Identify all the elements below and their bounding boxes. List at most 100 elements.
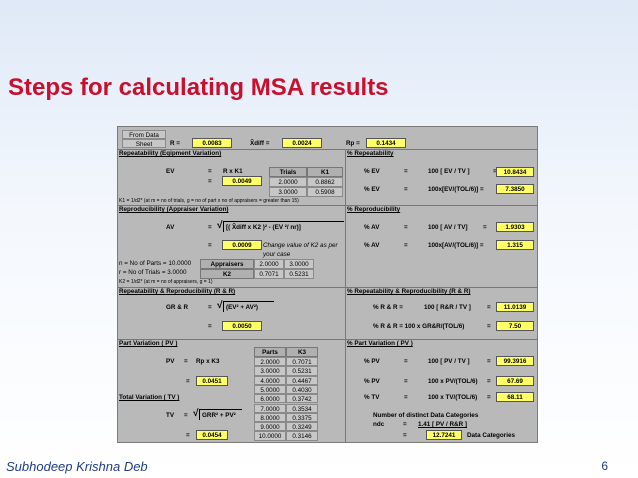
n-parts-line: n = No of Parts = 10.0000 bbox=[119, 260, 192, 267]
pv-table-cell: 4.0000 bbox=[254, 375, 286, 385]
pv-table-cell: 0.4030 bbox=[286, 384, 318, 395]
pct-pv-tol-value: 67.69 bbox=[496, 376, 534, 386]
pct-tv-eq: = bbox=[404, 394, 408, 401]
xdiff-label: X̃diff = bbox=[250, 140, 270, 147]
pct-pv-formula: 100 [ PV / TV ] bbox=[428, 358, 470, 365]
ev-label: EV bbox=[166, 168, 175, 175]
tv-label: TV bbox=[166, 412, 175, 419]
pct-pv-tol-eq: = bbox=[404, 378, 408, 385]
tv-eq: = bbox=[184, 412, 188, 419]
pct-av-tol-eq: = bbox=[404, 242, 408, 249]
pv-table-cell: 0.3146 bbox=[286, 431, 318, 441]
pct-av-eq: = bbox=[404, 224, 408, 231]
pv-table-cell: 0.3249 bbox=[286, 422, 318, 432]
av-label: AV bbox=[166, 224, 175, 231]
pv-table-cell: 0.7071 bbox=[286, 357, 318, 367]
pct-tv-value: 68.11 bbox=[496, 392, 534, 402]
sqrt-bar bbox=[223, 301, 274, 312]
av-formula: [( X̃diff x K2 )² - (EV ²/ nr)] bbox=[226, 224, 301, 231]
k2-definition: K2 = 1/d2* (at m = no of appraisers, g =… bbox=[119, 279, 213, 285]
pct-grr-title: % Repeatability & Reproducibility (R & R… bbox=[347, 288, 471, 295]
pct-av-value: 1.9303 bbox=[496, 222, 534, 232]
pct-av-eq2: = bbox=[483, 224, 487, 231]
pv-table-cell: 0.4467 bbox=[286, 375, 318, 385]
pct-grr-tol-value: 7.50 bbox=[496, 321, 534, 331]
pct-ev-tol-eq: = bbox=[404, 186, 408, 193]
column-divider bbox=[345, 149, 346, 442]
pv-table-cell: 0.5231 bbox=[286, 366, 318, 376]
pct-pv-eq: = bbox=[404, 358, 408, 365]
ndc-unit: Data Categories bbox=[467, 432, 515, 439]
r-label: R = bbox=[170, 140, 180, 147]
sheet-label: Sheet bbox=[122, 139, 166, 148]
pct-tv-label: % TV bbox=[364, 394, 380, 401]
divider bbox=[118, 287, 537, 288]
pct-ev-tol-formula: 100x[EV/(TOL/6)] = bbox=[428, 186, 484, 193]
pv-section-title: Part Variation ( PV ) bbox=[119, 340, 178, 347]
pv-table-cell: 0.3375 bbox=[286, 412, 318, 423]
pct-tv-eq2: = bbox=[487, 394, 491, 401]
pct-grr-tol-label: % R & R = 100 x GR&R/(TOL/6) bbox=[373, 323, 465, 330]
ndc-label: ndc bbox=[373, 421, 385, 428]
ev-eq: = bbox=[208, 168, 212, 175]
pct-repeatability-title: % Repeatability bbox=[347, 150, 394, 157]
av-table-cell: 0.7071 bbox=[254, 269, 284, 279]
k2-note-2: your case bbox=[263, 251, 291, 258]
pct-grr-value: 11.0139 bbox=[496, 302, 534, 312]
pct-ev-tol-label: % EV bbox=[364, 186, 380, 193]
pv-table-cell: 7.0000 bbox=[254, 403, 286, 413]
grr-eq2: = bbox=[208, 323, 212, 330]
ev-table-header-trials: Trials bbox=[269, 167, 307, 177]
grr-section-title: Repeatability & Reproducibility (R & R) bbox=[119, 288, 236, 295]
ev-table-cell: 3.0000 bbox=[269, 187, 307, 197]
divider bbox=[118, 339, 537, 340]
pv-label: PV bbox=[166, 358, 175, 365]
pct-pv-eq2: = bbox=[487, 358, 491, 365]
pct-ev-eq: = bbox=[404, 168, 408, 175]
pv-table-cell: 5.0000 bbox=[254, 384, 286, 395]
pv-value: 0.0451 bbox=[196, 376, 228, 386]
ev-value: 0.0049 bbox=[222, 176, 262, 186]
rp-label: Rp = bbox=[346, 140, 360, 147]
pv-table-cell: 6.0000 bbox=[254, 394, 286, 404]
pct-av-tol-label: % AV bbox=[364, 242, 380, 249]
ev-table-cell: 2.0000 bbox=[269, 177, 307, 187]
page-number: 6 bbox=[601, 459, 608, 473]
pct-grr-eq: = bbox=[487, 304, 491, 311]
pv-eq2: = bbox=[186, 378, 190, 385]
k1-note: K1 = 1/d2* (at m = no of trials, g = no … bbox=[119, 198, 299, 204]
tv-eq2: = bbox=[186, 432, 190, 439]
pv-table-cell: 8.0000 bbox=[254, 412, 286, 423]
pv-table-header-k3: K3 bbox=[286, 347, 318, 357]
pct-av-formula: 100 [ AV / TV] bbox=[428, 224, 468, 231]
ndc-formula: 1.41 [ PV / R&R ] bbox=[418, 421, 467, 428]
grr-label: GR & R bbox=[166, 304, 189, 311]
pct-grr-formula: 100 [ R&R / TV ] bbox=[424, 304, 471, 311]
pv-formula: Rp x K3 bbox=[196, 358, 220, 365]
pct-ev-formula: 100 [ EV / TV ] bbox=[428, 168, 470, 175]
slide-title: Steps for calculating MSA results bbox=[8, 74, 389, 101]
ndc-eq: = bbox=[403, 421, 407, 428]
tv-section-title: Total Variation ( TV ) bbox=[119, 394, 180, 401]
sqrt-icon: √ bbox=[217, 300, 223, 311]
k2-note: Change value of K2 as per bbox=[263, 242, 338, 249]
msa-worksheet: From Data Sheet R = 0.0083 X̃diff = 0.00… bbox=[117, 126, 538, 443]
rp-value: 0.1434 bbox=[366, 138, 406, 148]
xdiff-value: 0.0024 bbox=[282, 138, 322, 148]
pct-tv-formula: 100 x TV/(TOL/6) bbox=[428, 394, 478, 401]
pct-pv-title: % Part Variation ( PV ) bbox=[347, 340, 413, 347]
author-name: Subhodeep Krishna Deb bbox=[6, 459, 148, 474]
ev-table-header-k1: K1 bbox=[307, 167, 343, 177]
ev-eq2: = bbox=[208, 178, 212, 185]
pv-table-cell: 10.0000 bbox=[254, 431, 286, 441]
av-table-header: 3.0000 bbox=[284, 259, 314, 269]
from-data-label: From Data bbox=[122, 130, 166, 139]
pct-av-label: % AV bbox=[364, 224, 380, 231]
sqrt-bar bbox=[199, 409, 242, 420]
grr-formula: (EV² + AV²) bbox=[226, 304, 259, 311]
ndc-value: 12.7241 bbox=[426, 430, 462, 440]
pv-table-header-parts: Parts bbox=[254, 347, 286, 357]
av-eq: = bbox=[208, 224, 212, 231]
ndc-eq2: = bbox=[403, 432, 407, 439]
grr-eq: = bbox=[208, 304, 212, 311]
